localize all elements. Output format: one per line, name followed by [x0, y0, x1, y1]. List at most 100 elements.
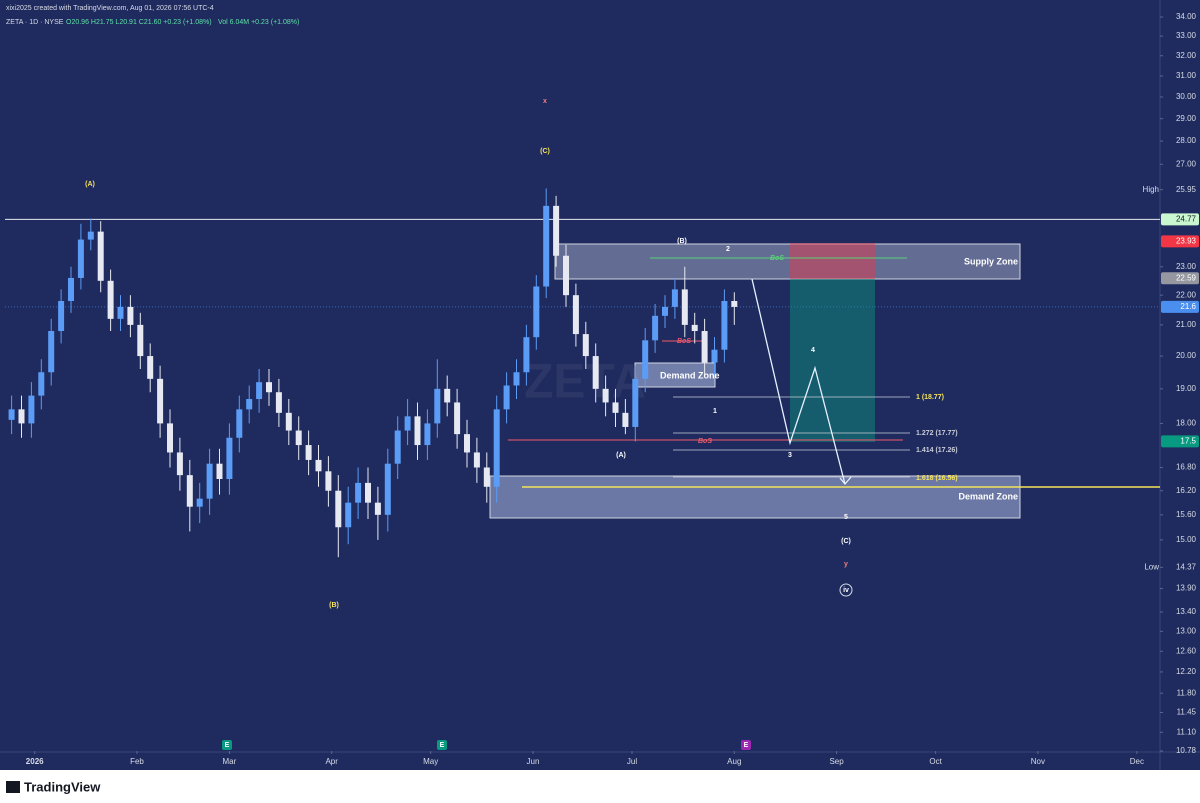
candle-body [543, 205, 550, 287]
price-label-box [1161, 300, 1199, 313]
candle-body [523, 337, 530, 373]
candle-body [246, 399, 253, 410]
candle-body [365, 482, 371, 503]
candle-body [97, 231, 104, 281]
candle-body [176, 452, 183, 476]
candle-body [285, 412, 292, 431]
candle-body [424, 423, 431, 446]
candle-body [8, 409, 15, 420]
candle-body [315, 459, 322, 472]
candle-body [701, 331, 708, 363]
candle-body [335, 490, 342, 528]
candle-body [642, 340, 649, 379]
annotation: x [543, 98, 547, 105]
y-tick-label: 16.80 [1176, 463, 1197, 472]
annotation: BoS [698, 438, 712, 445]
candle-body [622, 412, 629, 427]
candle-body [473, 452, 480, 468]
annotation: y [844, 561, 848, 568]
y-tick-label: 13.90 [1176, 584, 1197, 593]
y-tick-label: 11.10 [1177, 727, 1197, 736]
y-tick-label: 16.20 [1176, 486, 1197, 495]
y-tick-label: 10.78 [1176, 746, 1197, 755]
x-tick-label: Sep [829, 757, 844, 766]
x-tick-label: Jun [527, 757, 540, 766]
price-label: 23.93 [1176, 237, 1197, 246]
annotation: (B) [677, 238, 687, 245]
candle-body [18, 409, 25, 424]
x-tick-label: Jul [627, 757, 637, 766]
candle-body [147, 356, 154, 379]
y-tick-label: 14.37 [1176, 562, 1197, 571]
annotation: E [744, 742, 749, 749]
candle-body [444, 388, 451, 403]
candle-body [77, 239, 84, 278]
candle-body [58, 301, 65, 332]
candle-body [503, 385, 510, 410]
projection-path [751, 278, 846, 485]
y-tick-label: 34.00 [1176, 12, 1197, 21]
y-tick-label: 11.80 [1177, 688, 1197, 697]
candle-body [266, 382, 272, 393]
candle-body [483, 467, 490, 487]
earnings-icon [437, 740, 447, 750]
candle-body [404, 416, 411, 431]
position-target [790, 279, 875, 442]
candle-body [414, 416, 421, 446]
y-tick-label: 13.40 [1176, 607, 1197, 616]
x-tick-label: Mar [223, 757, 237, 766]
annotation: Demand Zone [958, 491, 1018, 501]
y-tick-label: 33.00 [1176, 31, 1197, 40]
candle-body [305, 445, 312, 460]
candle-body [652, 315, 659, 341]
candle-body [28, 395, 35, 424]
candle-body [68, 277, 74, 302]
candle-body [206, 463, 213, 499]
candle-body [632, 378, 639, 427]
annotation: (A) [616, 452, 626, 459]
candle-body [107, 280, 114, 319]
y-tick-label: 15.60 [1176, 510, 1197, 519]
y-tick-label: 22.00 [1176, 290, 1197, 299]
candle-body [434, 388, 441, 424]
y-tick-label: 13.00 [1176, 626, 1197, 635]
candle-body [325, 471, 332, 491]
annotation: (B) [329, 602, 339, 609]
watermark: ZETA [524, 356, 646, 409]
candle-body [681, 289, 688, 325]
price-label: 22.59 [1176, 273, 1197, 282]
earnings-icon [741, 740, 751, 750]
candle-body [384, 463, 391, 515]
candle-body [464, 434, 470, 453]
price-label-box [1161, 272, 1199, 285]
candle-body [533, 286, 540, 338]
candle-body [563, 255, 569, 296]
candle-body [602, 388, 609, 403]
candle-body [87, 231, 94, 240]
y-tick-label: 30.00 [1176, 92, 1197, 101]
y-tick-label: 28.00 [1176, 136, 1197, 145]
credit: xixi2025 created with TradingView.com, A… [6, 5, 214, 12]
annotation: 4 [811, 347, 815, 354]
candle-body [256, 382, 263, 400]
volume: Vol 6.04M +0.23 (+1.08%) [218, 19, 299, 26]
supply-zone [554, 243, 1021, 280]
y-tick-label: 27.00 [1176, 159, 1197, 168]
price-label: 24.77 [1176, 214, 1197, 223]
candle-body [226, 437, 233, 479]
candle-body [236, 409, 243, 438]
candle-body [117, 306, 124, 319]
annotation: E [225, 742, 230, 749]
price-label: 17.5 [1180, 437, 1196, 446]
x-tick-label: Nov [1031, 757, 1045, 766]
candle-body [612, 402, 619, 413]
demand-zone [489, 475, 1021, 519]
annotation: (A) [85, 181, 95, 188]
y-tick-label: 29.00 [1176, 114, 1197, 123]
x-tick-label: Dec [1130, 757, 1144, 766]
candle-body [711, 349, 718, 363]
candle-body [592, 356, 599, 389]
y-tick-label: 12.60 [1176, 646, 1197, 655]
annotation: Supply Zone [964, 256, 1018, 266]
